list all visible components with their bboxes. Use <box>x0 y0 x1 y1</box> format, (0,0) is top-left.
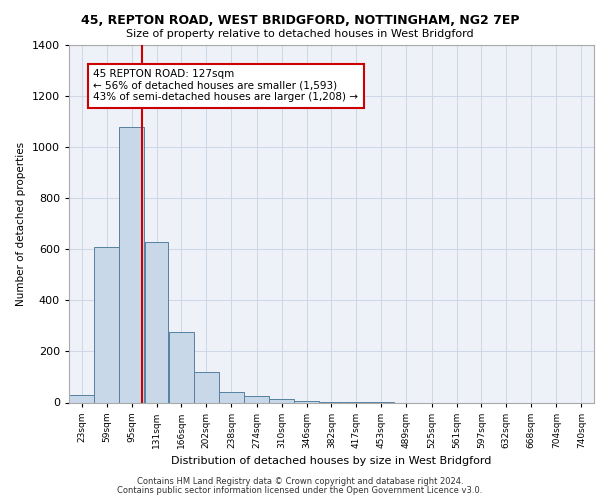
Text: 45 REPTON ROAD: 127sqm
← 56% of detached houses are smaller (1,593)
43% of semi-: 45 REPTON ROAD: 127sqm ← 56% of detached… <box>94 70 358 102</box>
Bar <box>145 242 169 402</box>
Bar <box>219 392 244 402</box>
Bar <box>69 395 94 402</box>
Bar <box>295 401 319 402</box>
Bar <box>169 332 194 402</box>
Text: Contains public sector information licensed under the Open Government Licence v3: Contains public sector information licen… <box>118 486 482 495</box>
Text: Contains HM Land Registry data © Crown copyright and database right 2024.: Contains HM Land Registry data © Crown c… <box>137 477 463 486</box>
Bar <box>194 372 218 402</box>
Text: Size of property relative to detached houses in West Bridgford: Size of property relative to detached ho… <box>126 29 474 39</box>
Bar <box>269 398 294 402</box>
Text: 45, REPTON ROAD, WEST BRIDGFORD, NOTTINGHAM, NG2 7EP: 45, REPTON ROAD, WEST BRIDGFORD, NOTTING… <box>81 14 519 27</box>
Bar <box>94 246 119 402</box>
Bar <box>244 396 269 402</box>
Y-axis label: Number of detached properties: Number of detached properties <box>16 142 26 306</box>
Bar <box>119 126 144 402</box>
X-axis label: Distribution of detached houses by size in West Bridgford: Distribution of detached houses by size … <box>172 456 491 466</box>
